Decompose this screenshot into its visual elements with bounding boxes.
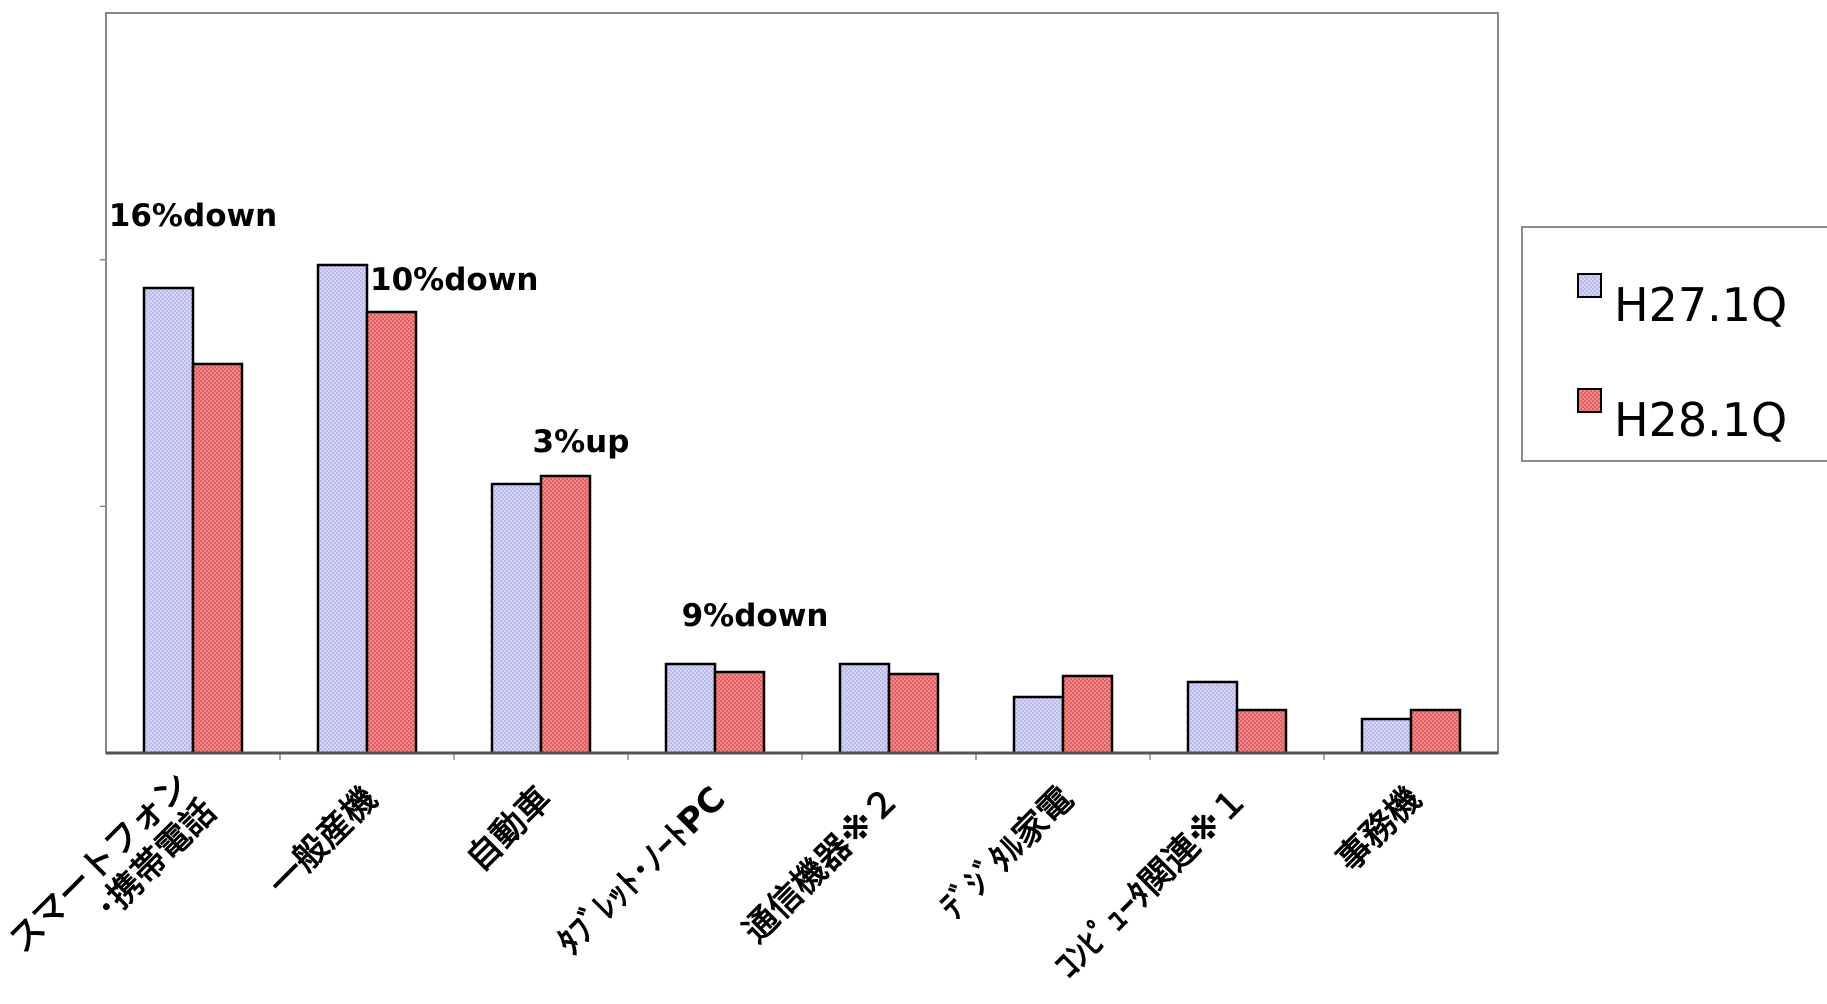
bar-h27-1q-0 bbox=[142, 286, 195, 755]
bar-h27-1q-7 bbox=[1360, 717, 1413, 755]
bar-h28-1q-4 bbox=[887, 672, 940, 755]
x-tick-label-5: ﾃﾞｼﾞﾀﾙ家電 bbox=[933, 779, 1081, 927]
bar-h27-1q-4 bbox=[838, 662, 891, 755]
bar-h28-1q-3 bbox=[713, 670, 766, 755]
x-tick-label-4: 通信機器※２ bbox=[735, 779, 907, 951]
x-tick-label-0: スマートフォン･携帯電話 bbox=[1, 765, 224, 961]
x-tick-label-1: 一般産機 bbox=[261, 779, 385, 903]
bar-h28-1q-1 bbox=[365, 310, 418, 755]
x-tick-label-line: ﾀﾌﾞﾚｯﾄ･ﾉｰﾄPC bbox=[550, 779, 734, 963]
annotation-label: 10%down bbox=[370, 262, 538, 298]
legend-box bbox=[1521, 226, 1827, 462]
bar-h28-1q-6 bbox=[1235, 708, 1288, 755]
legend-swatch-1 bbox=[1577, 388, 1602, 413]
bar-h28-1q-5 bbox=[1061, 674, 1114, 755]
annotations-layer: 16%down 10%down 3%up 9%down bbox=[109, 198, 829, 634]
legend-label-0: H27.1Q bbox=[1614, 278, 1787, 332]
bar-h27-1q-6 bbox=[1186, 680, 1239, 755]
bar-h28-1q-2 bbox=[539, 474, 592, 755]
x-tick-label-line: 通信機器※２ bbox=[735, 779, 907, 951]
legend: H27.1Q H28.1Q bbox=[1521, 226, 1827, 462]
bar-h27-1q-3 bbox=[664, 662, 717, 755]
x-tick-label-line: ﾃﾞｼﾞﾀﾙ家電 bbox=[933, 779, 1081, 927]
x-tick-label-2: 自動車 bbox=[459, 779, 559, 879]
plot-area bbox=[105, 12, 1499, 754]
x-tick-label-line: 自動車 bbox=[459, 779, 559, 879]
x-tick-label-7: 事務機 bbox=[1329, 779, 1429, 879]
bar-h28-1q-7 bbox=[1409, 708, 1462, 755]
x-tick-label-line: 一般産機 bbox=[261, 779, 385, 903]
legend-swatch-0 bbox=[1577, 273, 1602, 298]
x-tick-label-line: 事務機 bbox=[1329, 779, 1429, 879]
bar-h27-1q-2 bbox=[490, 482, 543, 755]
x-tick-label-line: ｺﾝﾋﾟｭｰﾀ関連※１ bbox=[1047, 779, 1255, 987]
bar-h27-1q-1 bbox=[316, 263, 369, 755]
annotation-label: 3%up bbox=[533, 424, 630, 460]
x-tick-label-6: ｺﾝﾋﾟｭｰﾀ関連※１ bbox=[1047, 779, 1255, 987]
annotation-label: 16%down bbox=[109, 198, 277, 234]
bars-layer bbox=[100, 258, 1498, 760]
bar-h27-1q-5 bbox=[1012, 695, 1065, 755]
x-tick-label-3: ﾀﾌﾞﾚｯﾄ･ﾉｰﾄPC bbox=[550, 779, 734, 963]
annotation-label: 9%down bbox=[682, 598, 829, 634]
legend-label-1: H28.1Q bbox=[1614, 393, 1787, 447]
bar-h28-1q-0 bbox=[191, 362, 244, 755]
